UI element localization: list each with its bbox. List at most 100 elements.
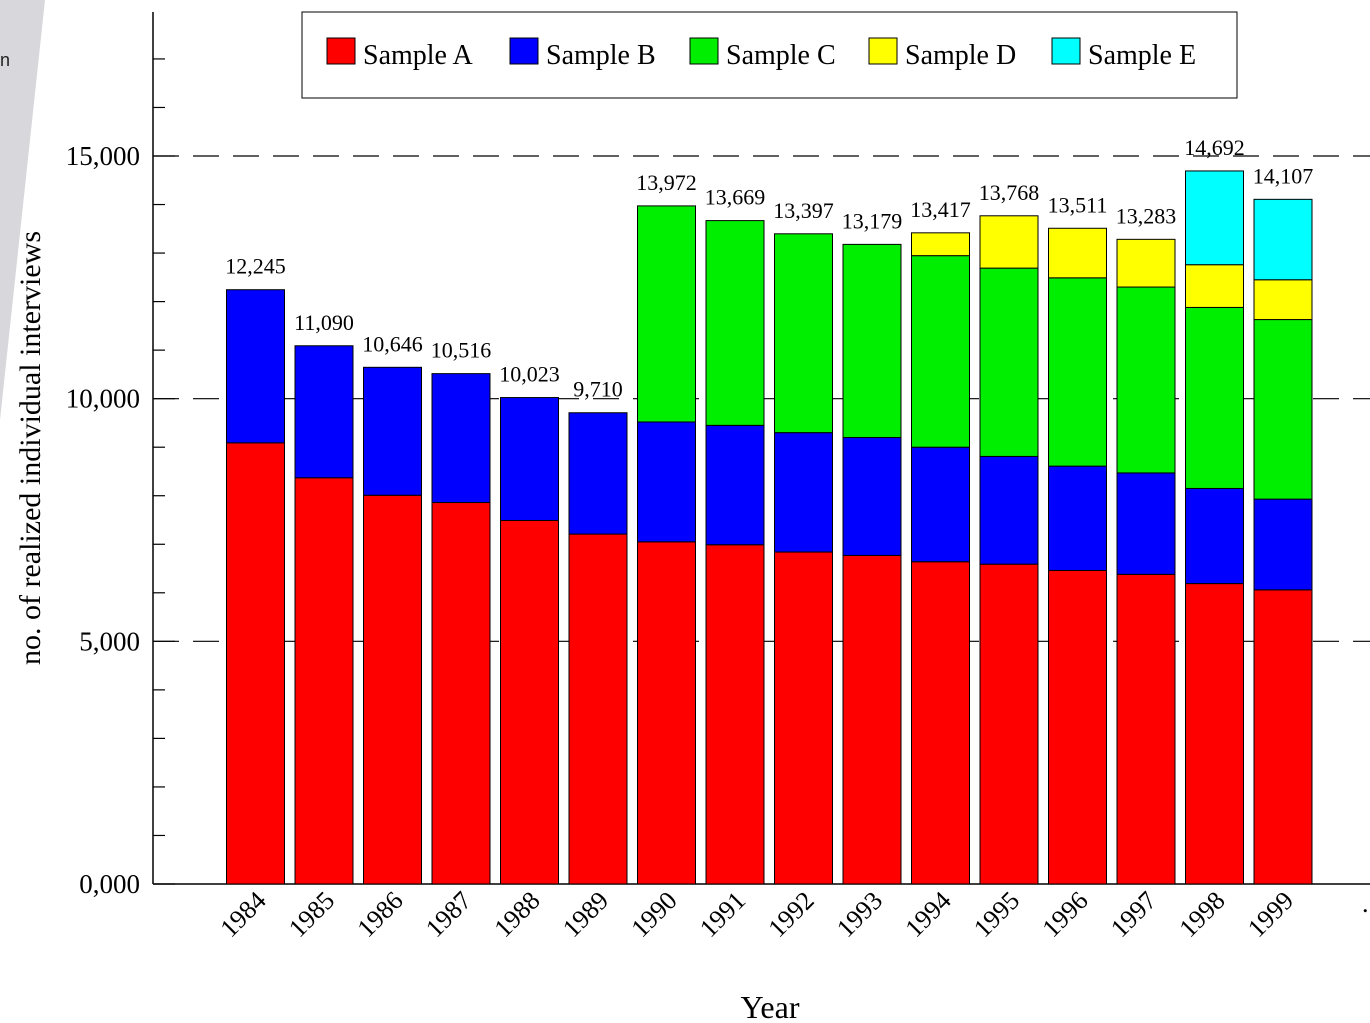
x-tick-label-1994: 1994 [899,886,956,943]
x-tick-label-1997: 1997 [1105,886,1162,943]
bar-segment-1999-sample-d [1253,279,1313,321]
y-tick-label: 15,000 [66,141,140,171]
bar-segment-1989-sample-b [568,412,628,535]
background-wedge [0,0,45,420]
y-tick-label: 5,000 [79,626,140,656]
total-label-1991: 13,669 [705,185,766,210]
y-axis-label: no. of realized individual interviews [14,231,47,665]
legend-swatch-sample-d [868,37,898,65]
bar-segment-1993-sample-b [842,436,902,556]
bar-segment-1984-sample-b [226,289,285,444]
total-label-1992: 13,397 [773,198,834,223]
bar-segment-1993-sample-c [842,243,902,438]
x-tick-label-1985: 1985 [283,886,340,943]
bar-segment-1987-sample-a [431,502,491,885]
bar-segment-1998-sample-c [1185,306,1244,489]
bar-segment-1992-sample-a [774,551,833,885]
legend: Sample A Sample B Sample C Sample D Sample E [301,11,1238,99]
bar-segment-1992-sample-c [774,233,833,434]
legend-label-sample-b: Sample B [546,40,656,71]
x-tick-label-1992: 1992 [762,886,819,943]
x-tick-label-1996: 1996 [1036,886,1093,943]
bar-segment-1990-sample-a [637,541,696,885]
bar-segment-1993-sample-a [842,554,902,885]
bar-segment-1997-sample-d [1116,238,1176,288]
bar-segment-1985-sample-b [294,345,354,479]
legend-swatch-sample-b [509,37,539,65]
bar-segment-1998-sample-b [1185,487,1244,585]
x-tick-label-1999: 1999 [1242,886,1299,943]
y-tick-label: 10,000 [66,384,140,414]
legend-box [301,11,1238,99]
x-tick-label-1986: 1986 [351,886,408,943]
bar-segment-1995-sample-a [979,563,1039,885]
bar-segment-1995-sample-b [979,455,1039,565]
bar-segment-1984-sample-a [226,442,285,885]
total-label-1995: 13,768 [979,180,1040,205]
bar-segment-1999-sample-b [1253,498,1313,591]
legend-swatch-sample-c [689,37,719,65]
bar-segment-1995-sample-d [979,215,1039,269]
bar-segment-1991-sample-b [705,424,765,546]
bar-segment-1990-sample-b [637,421,696,543]
x-tick-label-1991: 1991 [694,886,751,943]
x-tick-label-1984: 1984 [214,886,271,943]
total-label-1999: 14,107 [1253,163,1314,188]
bar-segment-1989-sample-a [568,533,628,885]
bar-segment-1994-sample-d [911,232,970,257]
bar-segment-1999-sample-a [1253,589,1313,885]
total-label-1994: 13,417 [910,197,971,222]
bar-segment-1988-sample-a [500,519,559,885]
legend-label-sample-a: Sample A [363,40,473,71]
bar-segment-1988-sample-b [500,397,559,521]
bar-segment-1999-sample-e [1253,198,1313,281]
bar-segment-1995-sample-c [979,267,1039,457]
bar-segment-1991-sample-a [705,544,765,885]
bar-segment-1994-sample-b [911,446,970,563]
bars [226,170,1313,885]
bar-segment-1997-sample-c [1116,286,1176,474]
total-label-1998: 14,692 [1184,135,1245,160]
total-labels: 12,245 11,090 10,646 10,516 10,023 9,710 13,97… [225,135,1313,402]
y-ticks: 0,000 5,000 10,000 15,000 [66,58,175,899]
legend-label-sample-e: Sample E [1088,40,1196,71]
legend-swatch-sample-a [326,37,356,65]
bar-segment-1998-sample-d [1185,264,1244,308]
x-axis-label: Year [741,989,800,1023]
total-label-1987: 10,516 [431,338,492,363]
y-tick-label: 0,000 [79,869,140,899]
total-label-1988: 10,023 [499,362,560,387]
x-tick-label-1995: 1995 [968,886,1025,943]
x-tick-label-1990: 1990 [625,886,682,943]
bar-segment-1996-sample-a [1048,569,1107,885]
total-label-1993: 13,179 [842,208,903,233]
bar-segment-1997-sample-b [1116,472,1176,575]
total-label-1997: 13,283 [1116,203,1177,228]
bar-segment-1987-sample-b [431,373,491,504]
extra-x-tick-label: . [1362,889,1369,918]
total-label-1984: 12,245 [225,254,286,279]
bar-segment-1990-sample-c [637,205,696,423]
x-tick-labels: 1984 1985 1986 1987 1988 1989 1990 1991 1992 1993… [214,886,1299,943]
total-label-1989: 9,710 [573,377,623,402]
bar-segment-1986-sample-a [363,494,422,885]
bar-segment-1996-sample-b [1048,465,1107,571]
x-tick-label-1998: 1998 [1173,886,1230,943]
bar-segment-1997-sample-a [1116,573,1176,885]
x-tick-label-1988: 1988 [488,886,545,943]
corner-text-fragment: n [0,50,10,70]
total-label-1990: 13,972 [636,170,697,195]
bar-segment-1998-sample-e [1185,170,1244,266]
bar-segment-1991-sample-c [705,220,765,426]
bar-segment-1986-sample-b [363,366,422,496]
total-label-1985: 11,090 [294,310,354,335]
bar-segment-1998-sample-a [1185,583,1244,885]
legend-label-sample-d: Sample D [905,40,1016,71]
bar-segment-1996-sample-c [1048,277,1107,467]
bar-segment-1992-sample-b [774,432,833,553]
bar-segment-1994-sample-a [911,561,970,885]
bar-segment-1996-sample-d [1048,227,1107,279]
total-label-1996: 13,511 [1048,192,1108,217]
legend-label-sample-c: Sample C [726,40,836,71]
bar-segment-1999-sample-c [1253,319,1313,500]
